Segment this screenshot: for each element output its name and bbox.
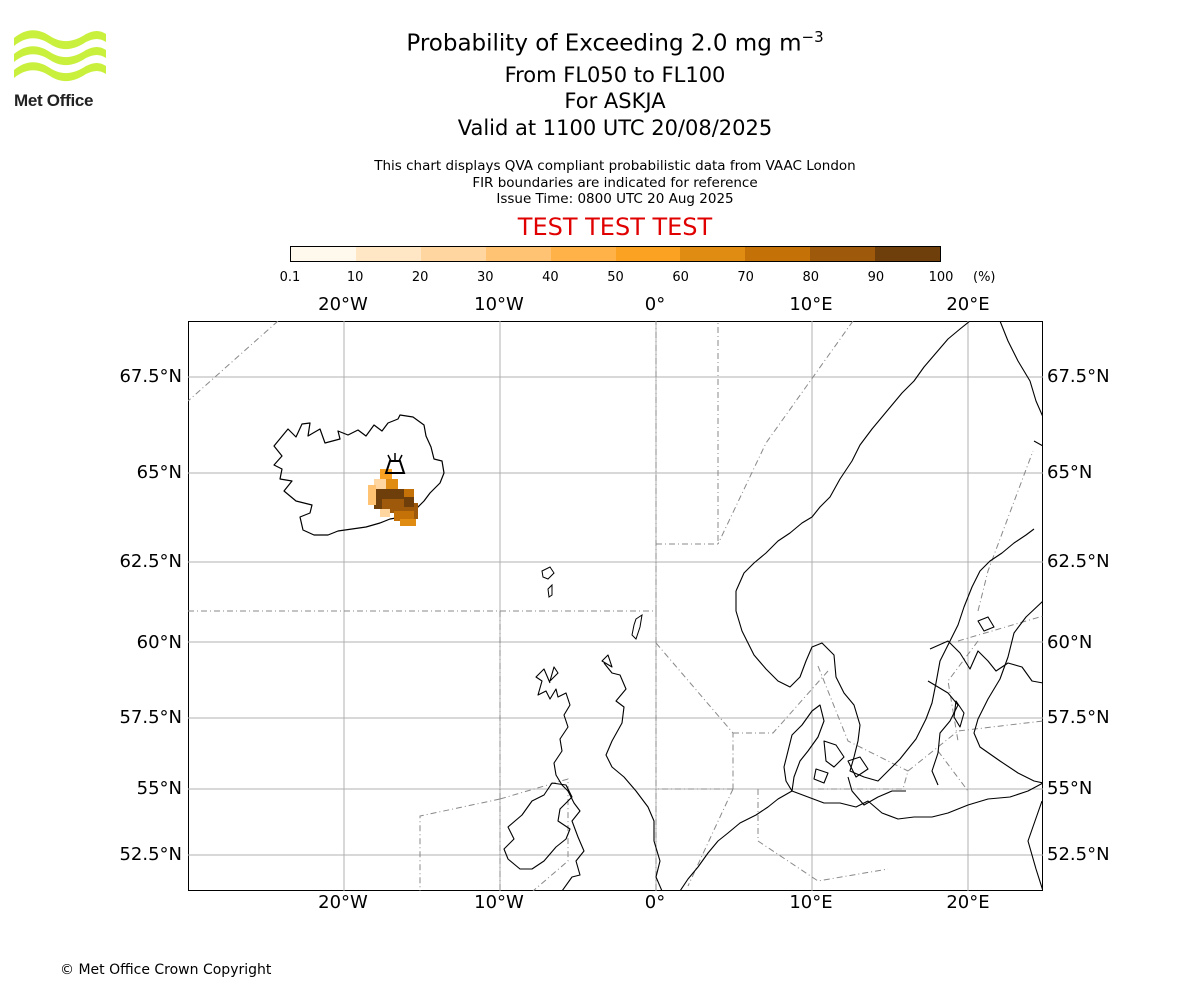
latitude-label: 55°N — [136, 778, 182, 799]
longitude-label: 20°W — [318, 294, 368, 315]
colorbar-tick-label: 90 — [867, 270, 885, 285]
longitude-label: 10°E — [789, 892, 833, 913]
faroe-islands — [541, 566, 555, 598]
info-block: This chart displays QVA compliant probab… — [0, 158, 1200, 208]
longitude-label: 20°E — [946, 892, 990, 913]
longitude-label: 10°W — [474, 892, 524, 913]
latitude-label: 65°N — [136, 462, 182, 483]
colorbar-tick-label: 80 — [802, 270, 820, 285]
title-line3: For ASKJA — [564, 89, 666, 113]
title-line2: From FL050 to FL100 — [504, 63, 726, 87]
colorbar-segment — [291, 247, 356, 261]
lat-labels-left: 67.5°N 65°N 62.5°N 60°N 57.5°N 55°N 52.5°N — [0, 0, 186, 1000]
met-office-logo-text: Met Office — [14, 91, 94, 110]
scandinavia-coastline — [735, 321, 1043, 806]
latitude-label: 67.5°N — [1047, 366, 1110, 387]
latitude-label: 60°N — [136, 632, 182, 653]
title-line1-superscript: −3 — [801, 28, 824, 46]
title-line1: Probability of Exceeding 2.0 mg m — [406, 30, 802, 57]
fir-boundaries — [188, 321, 1043, 891]
latitude-label: 65°N — [1047, 462, 1093, 483]
latitude-label: 57.5°N — [1047, 707, 1110, 728]
lon-labels-top: 20°W 10°W 0° 10°E 20°E — [0, 294, 1200, 318]
latitude-label: 62.5°N — [1047, 551, 1110, 572]
info-line2: FIR boundaries are indicated for referen… — [472, 174, 758, 191]
colorbar-tick-label: 100 — [928, 270, 954, 285]
colorbar — [290, 246, 941, 262]
test-label: TEST TEST TEST — [517, 213, 713, 241]
met-office-logo: Met Office — [14, 30, 114, 112]
colorbar-tick-label: 0.1 — [279, 270, 301, 285]
latitude-label: 52.5°N — [119, 844, 182, 865]
met-office-waves-logo-icon — [14, 30, 106, 82]
info-line1: This chart displays QVA compliant probab… — [374, 158, 856, 174]
info-line3: Issue Time: 0800 UTC 20 Aug 2025 — [496, 191, 734, 207]
longitude-label: 20°E — [946, 294, 990, 315]
colorbar-tick-label: 10 — [346, 270, 364, 285]
longitude-label: 10°E — [789, 294, 833, 315]
longitude-label: 10°W — [474, 294, 524, 315]
latitude-label: 55°N — [1047, 778, 1093, 799]
latitude-label: 57.5°N — [119, 707, 182, 728]
colorbar-unit: (%) — [973, 270, 996, 285]
latitude-label: 60°N — [1047, 632, 1093, 653]
copyright: © Met Office Crown Copyright — [60, 962, 272, 978]
latitude-label: 52.5°N — [1047, 844, 1110, 865]
colorbar-segment — [615, 247, 681, 261]
lon-labels-bottom: 20°W 10°W 0° 10°E 20°E — [0, 892, 1200, 916]
continental-europe-coastline — [679, 616, 1043, 891]
chart-title: Probability of Exceeding 2.0 mg m−3 — [0, 28, 1200, 57]
colorbar-tick-label: 20 — [411, 270, 429, 285]
probability-field — [368, 469, 418, 526]
graticule — [188, 321, 1043, 891]
colorbar-segment — [875, 247, 941, 261]
longitude-label: 0° — [644, 294, 666, 315]
volcano-icon — [384, 453, 406, 474]
shetland-islands — [631, 613, 643, 640]
colorbar-tick-label: 60 — [672, 270, 689, 285]
colorbar-segment — [810, 247, 876, 261]
longitude-label: 0° — [644, 892, 666, 913]
latitude-label: 62.5°N — [119, 551, 182, 572]
colorbar-tick-label: 30 — [477, 270, 494, 285]
colorbar-segment — [550, 247, 616, 261]
colorbar-tick-label: 70 — [737, 270, 754, 285]
map — [188, 321, 1043, 891]
iceland-coastline — [273, 414, 445, 536]
colorbar-segment — [420, 247, 486, 261]
title-line4: Valid at 1100 UTC 20/08/2025 — [457, 116, 773, 140]
colorbar-segment — [355, 247, 421, 261]
britain-ireland-coastline — [503, 654, 663, 891]
lat-labels-right: 67.5°N 65°N 62.5°N 60°N 57.5°N 55°N 52.5°N — [1045, 0, 1200, 1000]
colorbar-tick-label: 50 — [607, 270, 624, 285]
colorbar-segment — [680, 247, 746, 261]
colorbar-tick-label: 40 — [542, 270, 559, 285]
latitude-label: 67.5°N — [119, 366, 182, 387]
longitude-label: 20°W — [318, 892, 368, 913]
colorbar-ticks: 0.1 10 20 30 40 50 60 70 80 90 100 — [280, 270, 954, 288]
colorbar-segment — [745, 247, 811, 261]
colorbar-segment — [485, 247, 551, 261]
